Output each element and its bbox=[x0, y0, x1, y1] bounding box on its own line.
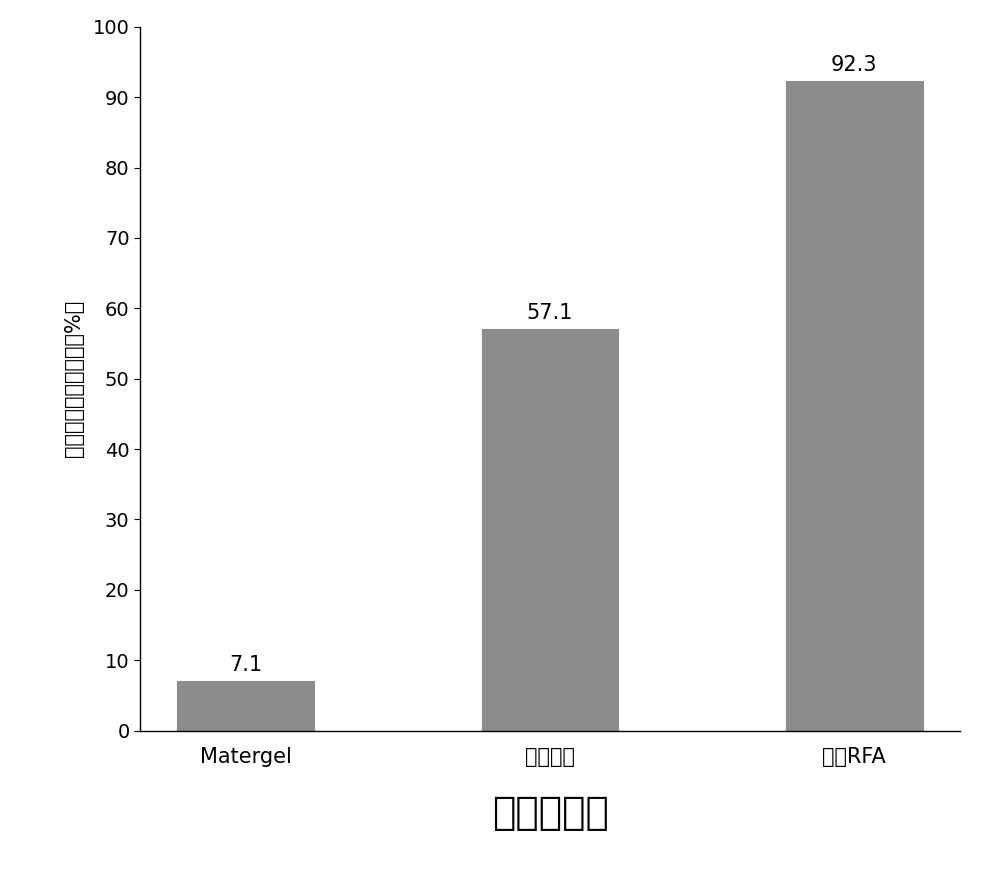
Y-axis label: 周围脏器损伤发生率（%）: 周围脏器损伤发生率（%） bbox=[64, 300, 84, 457]
Text: 57.1: 57.1 bbox=[527, 303, 573, 323]
Text: 7.1: 7.1 bbox=[229, 655, 262, 675]
X-axis label: 不同治疗组: 不同治疗组 bbox=[492, 795, 608, 832]
Bar bbox=[482, 329, 618, 731]
Bar bbox=[177, 681, 314, 731]
Text: 92.3: 92.3 bbox=[831, 55, 878, 76]
Bar bbox=[786, 81, 923, 731]
